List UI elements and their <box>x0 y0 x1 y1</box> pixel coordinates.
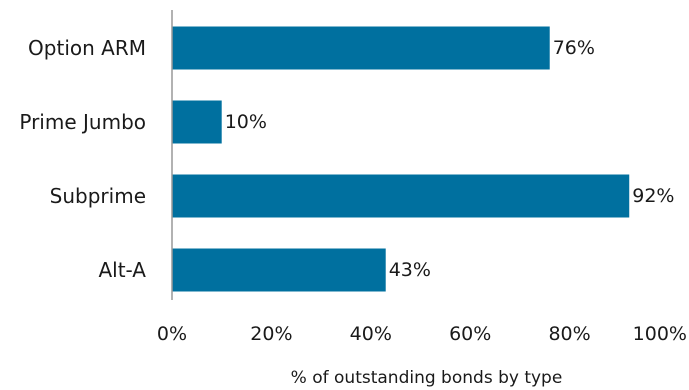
x-axis-title: % of outstanding bonds by type <box>291 368 563 388</box>
bar-prime-jumbo <box>172 100 222 144</box>
category-labels-group: Option ARM Prime Jumbo Subprime Alt-A <box>19 36 146 282</box>
x-tick-label: 80% <box>548 323 590 345</box>
x-tick-label: 60% <box>449 323 491 345</box>
x-tick-label: 0% <box>157 323 187 345</box>
bars-group <box>172 26 630 292</box>
category-label: Alt-A <box>98 258 146 282</box>
category-label: Option ARM <box>28 36 146 60</box>
x-tick-label: 100% <box>633 323 687 345</box>
x-tick-label: 40% <box>350 323 392 345</box>
data-label: 43% <box>389 259 431 281</box>
bar-alt-a <box>172 248 386 292</box>
x-tick-label: 20% <box>250 323 292 345</box>
data-labels-group: 76% 10% 92% 43% <box>225 37 675 281</box>
x-tick-labels-group: 0% 20% 40% 60% 80% 100% <box>157 323 687 345</box>
data-label: 10% <box>225 111 267 133</box>
bar-option-arm <box>172 26 550 70</box>
data-label: 92% <box>632 185 674 207</box>
category-label: Subprime <box>50 184 146 208</box>
bar-subprime <box>172 174 630 218</box>
category-label: Prime Jumbo <box>19 110 146 134</box>
data-label: 76% <box>553 37 595 59</box>
